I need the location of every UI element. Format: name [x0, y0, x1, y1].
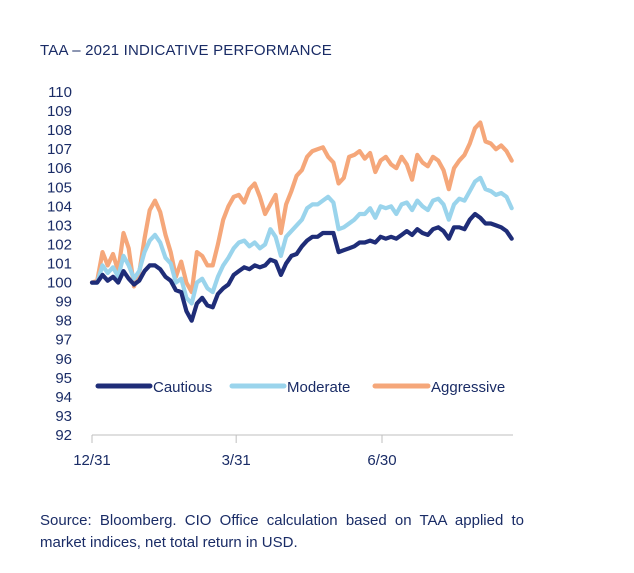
x-tick-label: 12/31 [73, 452, 111, 469]
x-axis: 12/31 3/31 6/30 [73, 434, 513, 469]
y-axis: 92 93 94 95 96 97 98 99 100 101 102 103 104 105 106 107… [47, 84, 72, 444]
y-tick-label: 93 [55, 408, 72, 425]
legend: Cautious Moderate Aggressive [94, 376, 521, 396]
legend-backing [228, 376, 368, 396]
y-tick-label: 101 [47, 256, 72, 273]
series-lines [89, 120, 514, 323]
legend-label-aggressive: Aggressive [431, 379, 505, 396]
y-tick-label: 94 [55, 389, 72, 406]
y-tick-label: 104 [47, 198, 72, 215]
legend-backing [94, 376, 222, 396]
legend-backing [371, 376, 521, 396]
y-tick-label: 103 [47, 217, 72, 234]
y-tick-label: 92 [55, 427, 72, 444]
y-tick-label: 109 [47, 103, 72, 120]
y-tick-label: 100 [47, 275, 72, 292]
x-tick-label: 6/30 [367, 452, 396, 469]
y-tick-label: 106 [47, 160, 72, 177]
y-tick-label: 102 [47, 236, 72, 253]
x-tick-label: 3/31 [222, 452, 251, 469]
series-line-cautious [89, 211, 514, 323]
legend-label-moderate: Moderate [287, 379, 350, 396]
y-tick-label: 110 [48, 84, 72, 101]
y-tick-label: 98 [55, 313, 72, 330]
y-tick-label: 95 [55, 370, 72, 387]
series-line-moderate [89, 175, 514, 306]
y-tick-label: 99 [55, 294, 72, 311]
y-tick-label: 97 [55, 332, 72, 349]
series-line-aggressive [89, 120, 514, 295]
legend-label-cautious: Cautious [153, 379, 212, 396]
y-tick-label: 105 [47, 179, 72, 196]
source-note: Source: Bloomberg. CIO Office calculatio… [40, 512, 524, 551]
chart-title: TAA – 2021 INDICATIVE PERFORMANCE [40, 42, 332, 59]
y-tick-label: 107 [47, 141, 72, 158]
y-tick-label: 108 [47, 122, 72, 139]
y-tick-label: 96 [55, 351, 72, 368]
